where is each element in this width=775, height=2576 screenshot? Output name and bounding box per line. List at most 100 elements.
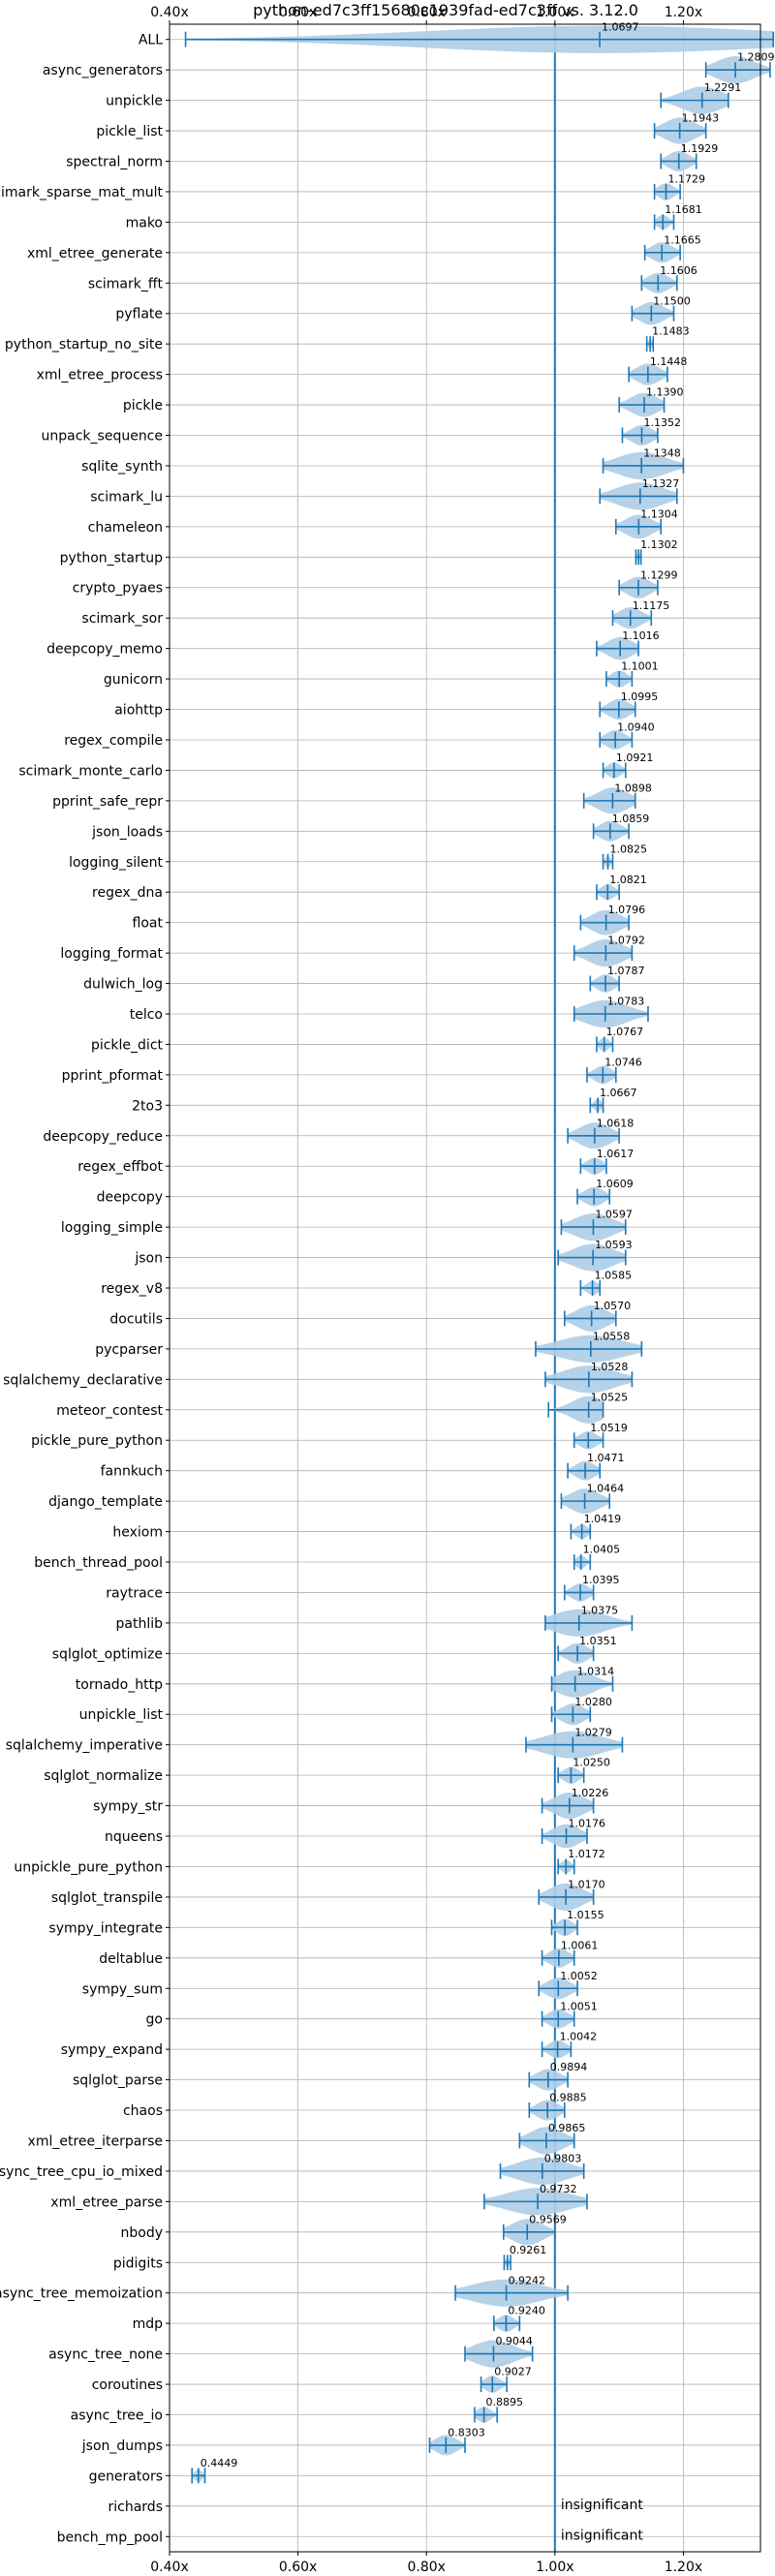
value-label: 1.1299 <box>640 568 678 581</box>
value-label: 1.0519 <box>590 1422 628 1434</box>
y-tick-label: deepcopy_reduce <box>43 1129 163 1145</box>
y-tick-label: 2to3 <box>132 1098 163 1114</box>
value-label: 0.9044 <box>495 2335 532 2347</box>
x-tick-label-top: 0.40x <box>150 5 188 20</box>
value-label: 1.0042 <box>560 2031 598 2043</box>
y-tick-label: regex_effbot <box>78 1159 163 1175</box>
y-tick-label: meteor_contest <box>56 1403 163 1419</box>
value-label: 1.0898 <box>614 782 652 794</box>
y-tick-label: chameleon <box>88 520 163 536</box>
y-tick-label: xml_etree_iterparse <box>28 2133 163 2149</box>
y-tick-label: unpack_sequence <box>42 429 163 445</box>
violin-series <box>184 25 775 2484</box>
value-label: 1.1348 <box>643 447 681 460</box>
y-tick-label: sympy_sum <box>82 1981 163 1997</box>
y-tick-label: deepcopy <box>97 1190 163 1206</box>
value-label: 1.0618 <box>597 1117 635 1129</box>
value-label: 1.1606 <box>660 264 698 277</box>
value-label: 1.0172 <box>568 1848 605 1860</box>
value-label: 1.1500 <box>653 294 691 307</box>
y-tick-label: sqlglot_normalize <box>44 1768 163 1784</box>
y-tick-label: async_tree_none <box>48 2347 163 2363</box>
y-tick-label: python_startup <box>60 550 163 566</box>
y-tick-label: json_dumps <box>81 2438 163 2454</box>
x-tick-label-bottom: 0.60x <box>279 2560 317 2575</box>
value-label: 1.0697 <box>602 20 639 33</box>
value-label: 1.0419 <box>584 1513 622 1525</box>
value-label: 1.1390 <box>646 386 684 399</box>
x-tick-label-bottom: 0.40x <box>150 2560 188 2575</box>
value-label: 1.2809 <box>737 51 775 64</box>
y-tick-label: unpickle_list <box>79 1707 164 1723</box>
x-tick-label-top: 0.60x <box>279 5 317 20</box>
x-tick-label-top: 1.00x <box>536 5 574 20</box>
y-tick-label: pycparser <box>95 1342 163 1358</box>
y-tick-label: raytrace <box>106 1585 163 1601</box>
value-label: 1.1302 <box>640 538 678 551</box>
value-label: 0.9885 <box>549 2092 587 2104</box>
chart-title: python-ed7c3ff15680c1939fad-ed7c3ff vs. … <box>253 1 638 19</box>
x-tick-label-top: 1.20x <box>665 5 702 20</box>
value-label: 1.1001 <box>621 660 659 673</box>
value-label: 1.0279 <box>574 1726 612 1738</box>
value-label: 1.0617 <box>597 1148 635 1160</box>
x-tick-label-top: 0.80x <box>407 5 445 20</box>
value-label: 1.1943 <box>682 112 720 125</box>
value-label: 1.1304 <box>640 507 678 520</box>
value-label: 1.1448 <box>650 355 688 368</box>
value-label: 0.4449 <box>201 2457 238 2469</box>
y-tick-label: aiohttp <box>114 703 163 719</box>
y-tick-label: pprint_safe_repr <box>52 794 163 810</box>
value-label: 1.0395 <box>582 1574 620 1586</box>
value-label: 0.9569 <box>529 2213 567 2225</box>
value-label: 1.0558 <box>593 1330 631 1342</box>
value-label: 0.9240 <box>508 2305 545 2317</box>
value-label: 1.2291 <box>704 81 742 94</box>
y-tick-label: xml_etree_parse <box>50 2194 163 2210</box>
y-tick-label: logging_silent <box>69 855 163 871</box>
y-tick-label: coroutines <box>92 2377 163 2393</box>
y-tick-label: sqlglot_transpile <box>51 1890 163 1906</box>
y-tick-label: go <box>146 2012 163 2028</box>
value-label: 1.1729 <box>667 173 705 186</box>
value-label: 1.0052 <box>560 1970 598 1982</box>
value-label: 1.0597 <box>595 1209 633 1221</box>
x-tick-label-bottom: 0.80x <box>407 2560 445 2575</box>
y-tick-label: chaos <box>123 2103 163 2119</box>
insignificant-label: insignificant <box>561 2528 644 2543</box>
y-tick-label: sympy_integrate <box>48 1920 163 1936</box>
y-tick-label: mako <box>126 215 163 230</box>
y-tick-label: crypto_pyaes <box>73 581 163 597</box>
y-tick-label: nbody <box>121 2225 164 2241</box>
value-label: 1.0921 <box>616 751 654 764</box>
y-tick-label: xml_etree_process <box>37 368 163 383</box>
value-label: 1.0170 <box>568 1878 605 1890</box>
value-label: 1.0570 <box>594 1300 632 1312</box>
value-label: 1.1352 <box>643 416 681 429</box>
value-label: 1.0783 <box>607 996 645 1008</box>
y-tick-label: pidigits <box>113 2255 163 2271</box>
y-tick-label: scimark_sor <box>81 611 163 627</box>
value-label: 1.0821 <box>609 874 647 886</box>
y-tick-label: dulwich_log <box>83 977 163 993</box>
value-label: 1.0525 <box>591 1391 629 1403</box>
value-label: 1.0767 <box>606 1026 644 1038</box>
y-tick-labels: ALL async_generators unpickle pickle_listsp… <box>0 33 170 2545</box>
y-tick-label: bench_thread_pool <box>34 1555 163 1571</box>
value-label: 1.1665 <box>664 233 701 246</box>
value-label: 1.0250 <box>573 1757 610 1769</box>
y-tick-label: sqlglot_optimize <box>52 1646 163 1662</box>
value-label: 1.1016 <box>622 629 660 642</box>
y-tick-label: generators <box>89 2469 163 2484</box>
y-tick-label: deltablue <box>99 1951 163 1967</box>
value-label: 1.1483 <box>652 325 690 338</box>
y-tick-label: gunicorn <box>104 672 163 688</box>
y-tick-label: async_generators <box>43 63 163 78</box>
value-label: 0.9865 <box>548 2122 586 2134</box>
x-tick-label-bottom: 1.00x <box>536 2560 574 2575</box>
value-label: 0.8303 <box>448 2427 485 2439</box>
y-tick-label: json_loads <box>91 824 163 840</box>
value-label: 1.0471 <box>587 1452 625 1464</box>
y-tick-label: sqlalchemy_declarative <box>3 1372 163 1388</box>
